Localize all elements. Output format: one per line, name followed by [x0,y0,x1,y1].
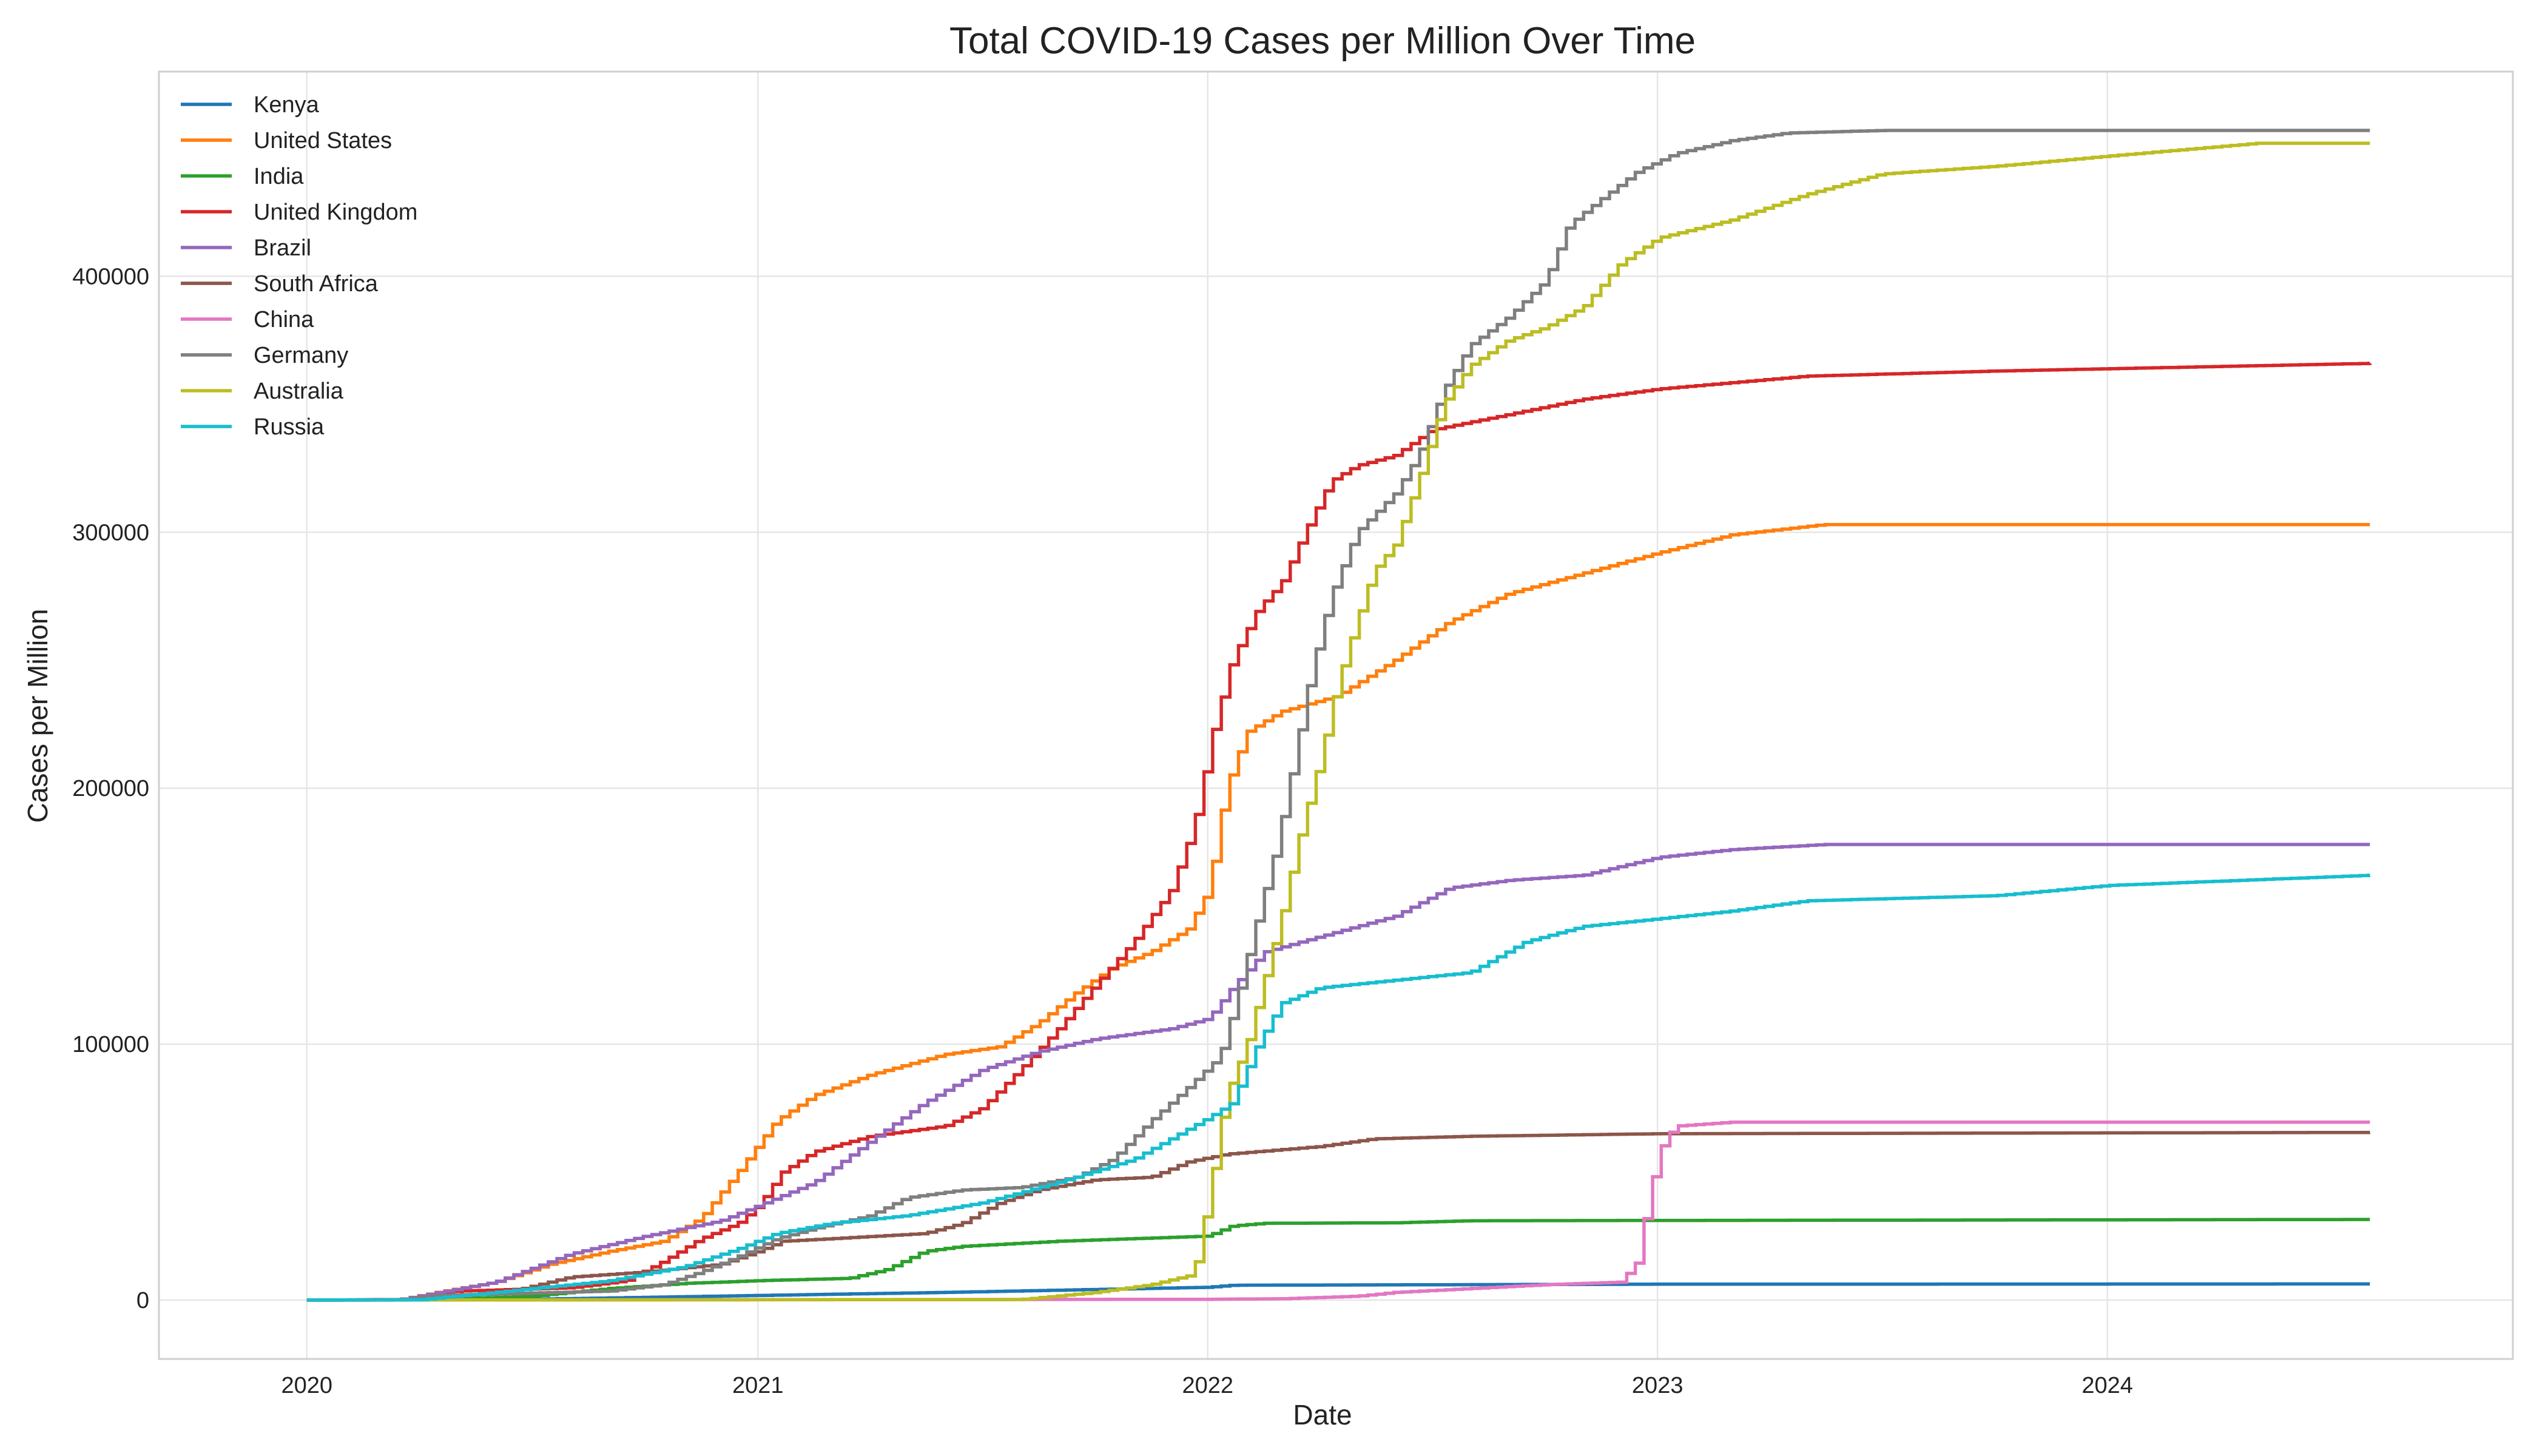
x-tick-label: 2023 [1632,1373,1684,1398]
legend-label-united-kingdom: United Kingdom [254,200,417,225]
y-tick-label: 100000 [72,1032,149,1057]
y-tick-label: 200000 [72,776,149,801]
legend: Kenya United States India United Kingdom Bra… [181,92,417,440]
x-tick-label: 2021 [732,1373,784,1398]
x-tick-label: 2024 [2081,1373,2133,1398]
series-line-russia [306,873,2371,1302]
series-line-united-kingdom [306,362,2372,1302]
x-tick-label: 2020 [281,1373,332,1398]
series-line-india [306,1218,2370,1302]
legend-label-china: China [254,307,314,332]
legend-label-south-africa: South Africa [254,271,379,297]
series-line-germany [306,129,2370,1302]
grid [159,72,2513,1359]
x-tick-label: 2022 [1182,1373,1233,1398]
legend-label-kenya: Kenya [254,92,320,118]
chart-title: Total COVID-19 Cases per Million Over Ti… [949,20,1696,62]
x-axis-label: Date [1293,1399,1352,1431]
series-line-australia [306,141,2370,1302]
y-tick-label: 400000 [72,264,149,289]
legend-label-germany: Germany [254,343,348,368]
series-line-united-states [306,522,2370,1302]
legend-label-india: India [254,164,304,189]
y-tick-label: 0 [136,1288,149,1313]
plot-frame [158,70,2514,1360]
tick-labels: 2020 2021 2022 2023 2024 0 100000 200000 300000 4… [72,264,2133,1398]
legend-label-united-states: United States [254,128,392,153]
series-line-kenya [306,1282,2370,1302]
series-layer [306,129,2372,1302]
series-line-south-africa [306,1130,2371,1302]
legend-label-russia: Russia [254,414,325,440]
y-axis-label: Cases per Million [22,609,53,823]
y-tick-label: 300000 [72,520,149,545]
series-line-brazil [306,843,2370,1302]
legend-label-brazil: Brazil [254,235,311,261]
legend-label-australia: Australia [254,379,344,404]
